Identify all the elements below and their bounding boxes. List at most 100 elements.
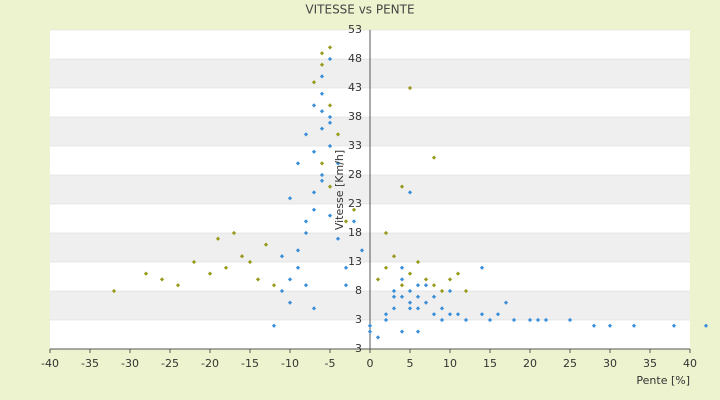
point (399, 329, 405, 334)
y-tick-label: 38 (348, 110, 362, 123)
plot-layer (49, 29, 691, 353)
point (271, 283, 277, 288)
point (143, 271, 149, 276)
point (479, 312, 485, 317)
x-tick-label: 35 (643, 357, 657, 370)
x-tick-label: -35 (81, 357, 99, 370)
point (511, 317, 517, 323)
x-tick-label: 30 (603, 357, 617, 370)
x-tick-label: -15 (241, 357, 259, 370)
x-tick-label: -20 (201, 357, 219, 370)
point (423, 277, 429, 282)
point (431, 155, 437, 160)
point (375, 277, 381, 282)
point (295, 265, 301, 270)
x-tick-label: 0 (367, 357, 374, 370)
point (447, 312, 453, 317)
point (287, 196, 293, 201)
point (343, 219, 349, 224)
point (175, 283, 181, 288)
point (455, 312, 461, 317)
point (543, 317, 549, 323)
x-tick-label: -10 (281, 357, 299, 370)
point (415, 306, 421, 311)
point (383, 312, 389, 317)
point (303, 283, 309, 288)
point (319, 178, 325, 183)
point (703, 323, 709, 328)
point (351, 207, 357, 212)
point (439, 288, 445, 294)
x-tick-label: -5 (325, 357, 336, 370)
y-tick-label: 33 (348, 139, 362, 152)
point (407, 190, 413, 195)
x-tick-label: 15 (483, 357, 497, 370)
point (399, 184, 405, 189)
point (311, 306, 317, 311)
y-tick-label: 43 (348, 81, 362, 94)
point (287, 300, 293, 305)
y-tick-label: 8 (355, 284, 362, 297)
point (607, 323, 613, 328)
point (215, 236, 221, 241)
point (463, 288, 469, 294)
point (431, 283, 437, 288)
point (407, 271, 413, 276)
y-tick-label: 48 (348, 52, 362, 65)
point (343, 283, 349, 288)
point (399, 294, 405, 299)
point (303, 132, 309, 137)
point (503, 300, 509, 305)
point (399, 277, 405, 282)
point (255, 277, 261, 282)
point (303, 219, 309, 224)
point (367, 329, 373, 334)
y-tick-label: 28 (348, 168, 362, 181)
point (303, 230, 309, 236)
x-tick-label: 5 (407, 357, 414, 370)
point (439, 317, 445, 323)
point (335, 132, 341, 137)
point (399, 283, 405, 288)
x-tick-label: -40 (41, 357, 59, 370)
point (343, 265, 349, 270)
point (311, 149, 317, 154)
point (207, 271, 213, 276)
point (415, 283, 421, 288)
point (671, 323, 677, 328)
point (327, 213, 333, 218)
point (415, 294, 421, 299)
point (407, 300, 413, 305)
point (359, 248, 365, 253)
point (631, 323, 637, 328)
y-tick-label: 53 (348, 23, 362, 36)
point (431, 294, 437, 299)
point (191, 259, 197, 265)
point (383, 230, 389, 236)
point (447, 277, 453, 282)
point (535, 317, 541, 323)
point (495, 312, 501, 317)
point (367, 323, 373, 328)
point (335, 161, 341, 166)
point (335, 236, 341, 241)
point (279, 288, 285, 294)
point (455, 271, 461, 276)
point (463, 317, 469, 323)
point (479, 265, 485, 270)
point (527, 317, 533, 323)
y-tick-label: 3 (355, 342, 362, 355)
point (431, 312, 437, 317)
x-tick-label: -25 (161, 357, 179, 370)
chart-title: VITESSE vs PENTE (305, 3, 414, 17)
point (239, 254, 245, 259)
x-tick-label: 20 (523, 357, 537, 370)
point (295, 161, 301, 166)
point (295, 248, 301, 253)
point (271, 323, 277, 328)
point (223, 265, 229, 270)
y-axis-label: Vitesse [Km/h] (333, 150, 346, 230)
point (439, 306, 445, 311)
point (351, 219, 357, 224)
